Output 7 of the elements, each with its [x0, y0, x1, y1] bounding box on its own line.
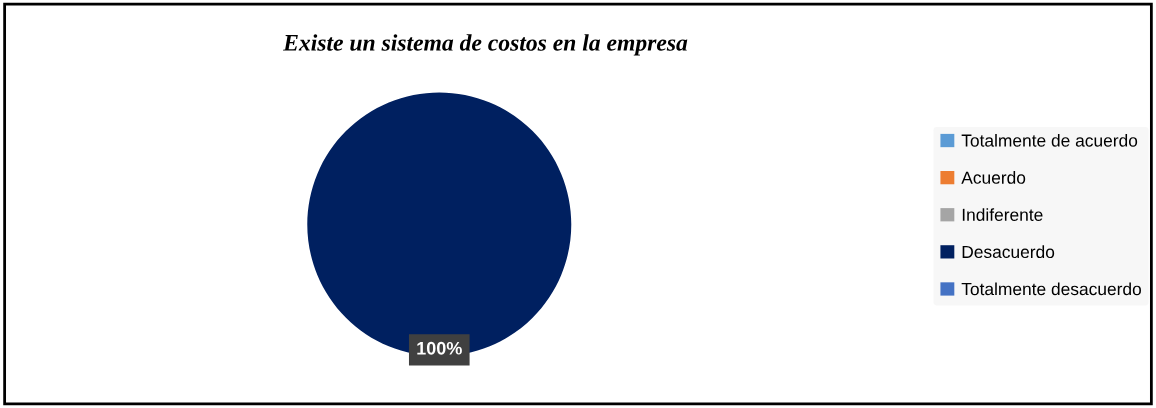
legend-label: Totalmente de acuerdo	[961, 133, 1138, 147]
legend-label: Acuerdo	[961, 171, 1026, 184]
chart-title: Existe un sistema de costos en la empresa	[283, 34, 688, 56]
data-label: 100%	[417, 341, 462, 355]
legend-label: Desacuerdo	[962, 245, 1055, 259]
legend-label: Indiferente	[962, 208, 1043, 221]
legend-label: Totalmente desacuerdo	[961, 282, 1141, 296]
